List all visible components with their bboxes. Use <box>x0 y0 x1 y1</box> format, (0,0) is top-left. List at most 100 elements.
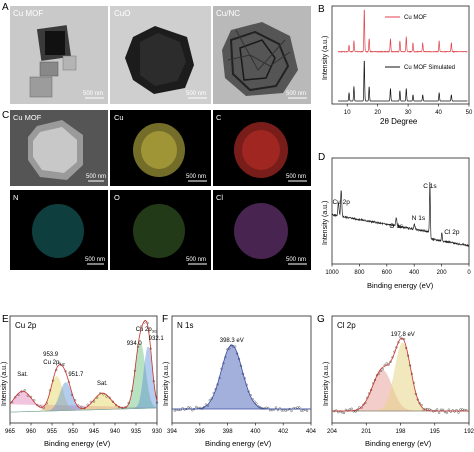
eds-map-sem: Cu MOF 500 nm <box>10 110 108 186</box>
cl2p-data-point <box>453 410 456 413</box>
eds-scale-cl: 500 nm <box>286 257 306 263</box>
xrd-ylabel: Intensity (a.u.) <box>322 36 329 80</box>
n1s-fit-area <box>172 345 311 409</box>
survey-annotation-group: Cu 2p O 1s N 1s C 1s Cl 2p <box>332 183 459 236</box>
cl2p-component-peak <box>332 342 469 412</box>
cu2p-tick-label: 935 <box>131 429 142 435</box>
cl2p-data-point <box>348 408 351 411</box>
cu2p-peak-label: Sat. <box>17 372 28 378</box>
eds-label-o: O <box>114 193 120 202</box>
survey-ylabel: Intensity (a.u.) <box>322 201 329 245</box>
tem-scale-cu-mof: 500 nm <box>83 91 103 97</box>
cu2p-title: Cu 2p <box>15 321 37 330</box>
xrd-plot-frame <box>331 5 470 105</box>
n1s-envelope <box>172 344 311 410</box>
xrd-tick-label: 10 <box>344 110 351 116</box>
xrd-tick-label: 20 <box>374 110 381 116</box>
cu2p-data-point <box>105 395 108 398</box>
cu2p-peak-label: Sat. <box>97 381 108 387</box>
eds-scale-n: 500 nm <box>85 257 105 263</box>
survey-tick-label: 1000 <box>325 270 339 276</box>
cu2p-data-point <box>58 361 61 365</box>
eds-label-c: C <box>216 113 222 122</box>
n1s-data-point <box>300 409 303 412</box>
tem-label-cuo: CuO <box>114 9 130 18</box>
survey-tick-label: 800 <box>354 270 365 276</box>
cu2p-data-point <box>155 401 159 404</box>
cu2p-peak-label: 953.9 <box>43 352 59 358</box>
n1s-tick-group: 394 396 398 400 402 404 <box>167 423 317 435</box>
tem-label-cu-nc: Cu/NC <box>216 9 240 18</box>
cu2p-tick-label: 965 <box>5 429 16 435</box>
cl2p-data-point <box>354 410 357 413</box>
panel-a: A Cu MOF 500 nm CuO 500 nm <box>2 2 311 104</box>
survey-plot-frame <box>331 157 470 265</box>
cu2p-tick-label: 945 <box>89 429 100 435</box>
n1s-data-point <box>284 409 287 412</box>
n1s-data-point <box>187 406 190 409</box>
tem-scale-cuo: 500 nm <box>186 91 206 97</box>
cl2p-data-point <box>385 362 388 365</box>
survey-line <box>331 181 470 248</box>
tem-image-cuo: CuO 500 nm <box>110 6 211 104</box>
n1s-tick-label: 394 <box>167 429 178 435</box>
n1s-data-point <box>270 409 274 412</box>
xrd-line-mof <box>337 9 468 53</box>
cl2p-data-point <box>379 369 382 372</box>
xrd-tick-label: 40 <box>435 110 442 116</box>
survey-tick-label: 600 <box>382 270 393 276</box>
n1s-data-point <box>173 409 176 412</box>
cu2p-ylabel: Intensity (a.u.) <box>1 362 8 406</box>
cu2p-component-peak <box>9 376 158 413</box>
cl2p-peak-label: 197.8 eV <box>391 332 415 338</box>
survey-xlabel: Binding energy (eV) <box>367 281 434 290</box>
cu2p-data-point <box>86 403 89 406</box>
n1s-data-point <box>302 409 305 412</box>
cu2p-tick-group: 965 960 955 950 945 940 935 930 <box>5 423 163 435</box>
cl2p-data-point <box>441 408 445 411</box>
cl2p-series-group: 197.8 eV <box>332 332 469 415</box>
xrd-series-group <box>337 9 468 102</box>
n1s-title: N 1s <box>177 321 193 330</box>
xrd-line-simulated <box>338 60 468 102</box>
n1s-series-group: 398.3 eV <box>172 338 311 413</box>
cu2p-plot-frame <box>9 315 158 424</box>
eds-map-cl: Cl 500 nm <box>213 190 311 270</box>
n1s-data-point <box>255 402 258 405</box>
n1s-data-point <box>204 403 208 406</box>
tem-image-cu-mof: Cu MOF 500 nm <box>10 6 108 104</box>
cu2p-data-point <box>23 389 26 392</box>
eds-scale-o: 500 nm <box>186 257 206 263</box>
n1s-data-point <box>282 409 285 412</box>
cl2p-tick-label: 195 <box>430 429 441 435</box>
survey-annotation: O 1s <box>389 223 403 230</box>
n1s-data-point <box>183 408 186 411</box>
cu2p-tick-label: 960 <box>26 429 37 435</box>
cl2p-data-point <box>436 408 439 411</box>
eds-scale-sem: 500 nm <box>86 174 106 180</box>
cu2p-envelope <box>9 319 158 409</box>
survey-tick-group: 1000 800 600 400 200 0 <box>325 264 471 276</box>
n1s-peak-label: 398.3 eV <box>220 338 244 344</box>
eds-label-n: N <box>13 193 18 202</box>
xrd-xlabel: 2θ Degree <box>380 117 418 126</box>
n1s-plot-frame <box>171 315 312 424</box>
eds-map-o: O 500 nm <box>110 190 211 270</box>
eds-map-n: N 500 nm <box>10 190 108 270</box>
cl2p-data-point <box>459 408 462 411</box>
tem-scale-cu-nc: 500 nm <box>286 91 306 97</box>
cl2p-envelope <box>332 337 469 412</box>
xrd-legend: Cu MOF Cu MOF Simulated <box>385 15 455 71</box>
n1s-data-point <box>290 409 293 413</box>
n1s-data-point <box>195 405 198 408</box>
cl2p-data-point <box>340 411 344 414</box>
cl2p-tick-label: 201 <box>361 429 372 435</box>
eds-scale-cu: 500 nm <box>186 174 206 180</box>
cl2p-tick-label: 204 <box>327 429 338 435</box>
cu2p-tick-label: 930 <box>152 429 163 435</box>
panel-letter-g: G <box>317 314 325 325</box>
survey-annotation: C 1s <box>423 183 437 190</box>
n1s-tick-label: 404 <box>306 429 317 435</box>
